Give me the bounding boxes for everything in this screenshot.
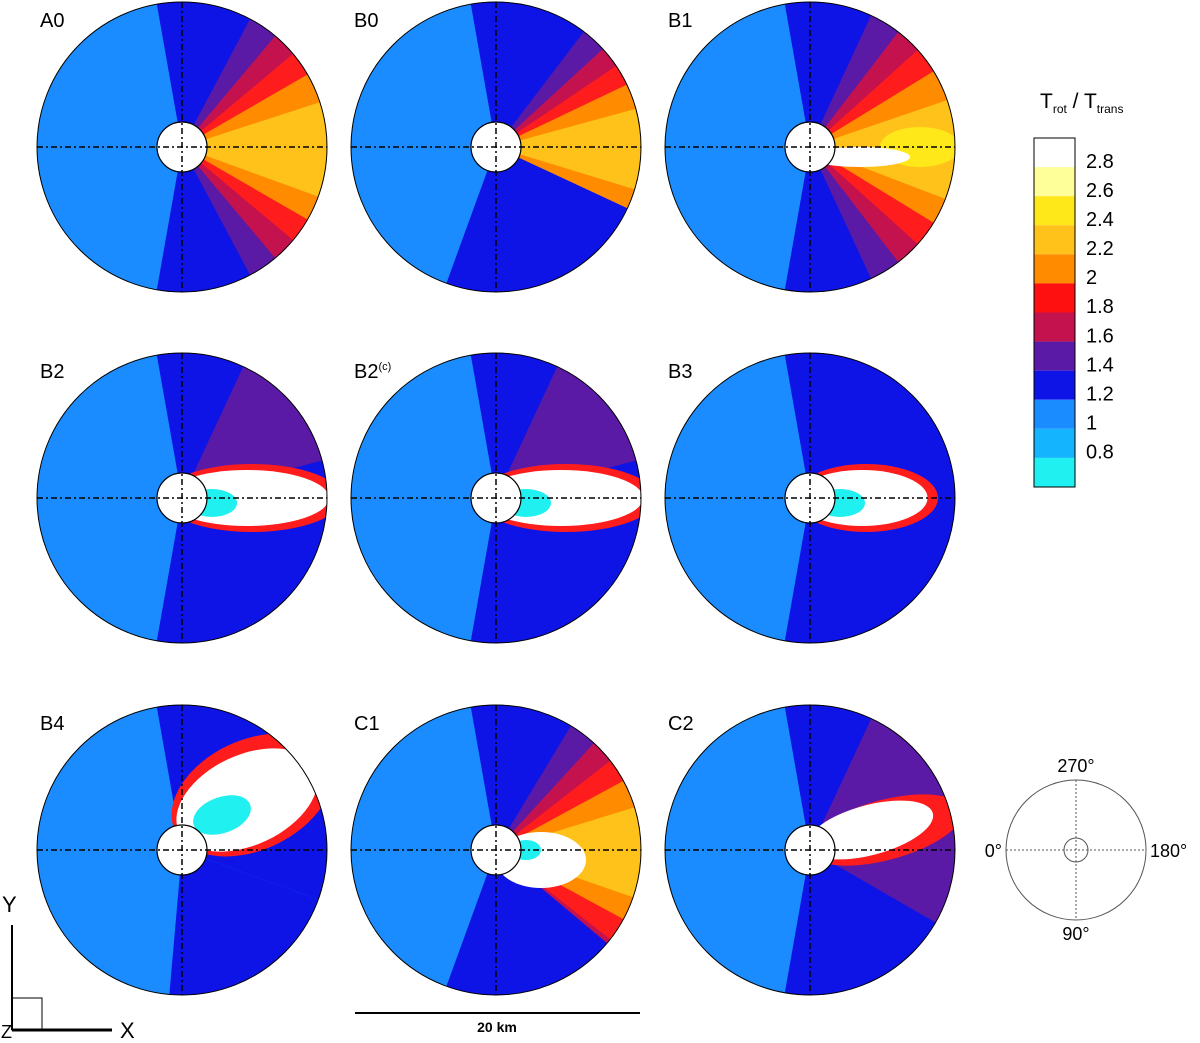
- colorbar-label: 2.6: [1086, 180, 1114, 202]
- panel-label-text: C1: [354, 713, 380, 735]
- contour-panel: [37, 705, 327, 995]
- colorbar-band: [1034, 138, 1075, 168]
- panel-label: B3: [668, 361, 692, 383]
- colorbar-label: 2.4: [1086, 209, 1114, 231]
- axis-label: Y: [2, 892, 17, 917]
- colorbar-frame: [1033, 137, 1076, 488]
- panel-label-text: C2: [668, 713, 694, 735]
- axes-icon: Y X Z: [1, 892, 135, 1043]
- contour-region: [806, 800, 934, 860]
- axis-label: X: [120, 1018, 135, 1043]
- colorbar-label: 1: [1086, 413, 1097, 435]
- angle-diagram: 270° 90° 0° 180°: [985, 756, 1187, 944]
- panel-label: B1: [668, 10, 692, 32]
- panel-label: B4: [40, 713, 64, 735]
- colorbar-label: 2.2: [1086, 238, 1114, 260]
- colorbar-band: [1034, 312, 1075, 342]
- colorbar-band: [1034, 399, 1075, 429]
- colorbar-band: [1034, 283, 1075, 313]
- panel-label-text: B4: [40, 713, 64, 735]
- panel-label: A0: [40, 10, 64, 32]
- axis-label: Z: [1, 1022, 12, 1042]
- angle-label: 180°: [1150, 841, 1187, 861]
- contour-region: [496, 103, 641, 196]
- panel-label-text: B2: [40, 361, 64, 383]
- panel-label-text: B1: [668, 10, 692, 32]
- panel-label-sup: (c): [378, 361, 391, 373]
- panel-label-text: B3: [668, 361, 692, 383]
- angle-label: 270°: [1057, 756, 1094, 776]
- colorbar-label: 1.2: [1086, 383, 1114, 405]
- colorbar-label: 1.4: [1086, 354, 1114, 376]
- colorbar-band: [1034, 254, 1075, 284]
- colorbar-band: [1034, 428, 1075, 458]
- angle-label: 90°: [1062, 924, 1089, 944]
- colorbar-label: 1.8: [1086, 296, 1114, 318]
- panel-label-text: B0: [354, 10, 378, 32]
- panel-label: C1: [354, 713, 380, 735]
- colorbar-title: Trot / Ttrans: [1040, 90, 1123, 116]
- contour-region: [193, 795, 251, 835]
- colorbar-band: [1034, 167, 1075, 197]
- colorbar-label: 2: [1086, 267, 1097, 289]
- colorbar-band: [1034, 457, 1075, 487]
- colorbar-label: 1.6: [1086, 325, 1114, 347]
- angle-label: 0°: [985, 841, 1002, 861]
- contour-region: [182, 96, 327, 204]
- panel-label-text: A0: [40, 10, 64, 32]
- colorbar-label: 2.8: [1086, 151, 1114, 173]
- panel-label: B0: [354, 10, 378, 32]
- colorbar-band: [1034, 225, 1075, 255]
- colorbar-band: [1034, 341, 1075, 371]
- colorbar-band: [1034, 196, 1075, 226]
- panel-label: B2(c): [354, 361, 391, 383]
- panel-label: B2: [40, 361, 64, 383]
- panel-label: C2: [668, 713, 694, 735]
- colorbar-band: [1034, 370, 1075, 400]
- contour-region: [167, 850, 327, 995]
- colorbar-label: 0.8: [1086, 442, 1114, 464]
- scale-bar-label: 20 km: [477, 1019, 517, 1035]
- panel-label-text: B2: [354, 361, 378, 383]
